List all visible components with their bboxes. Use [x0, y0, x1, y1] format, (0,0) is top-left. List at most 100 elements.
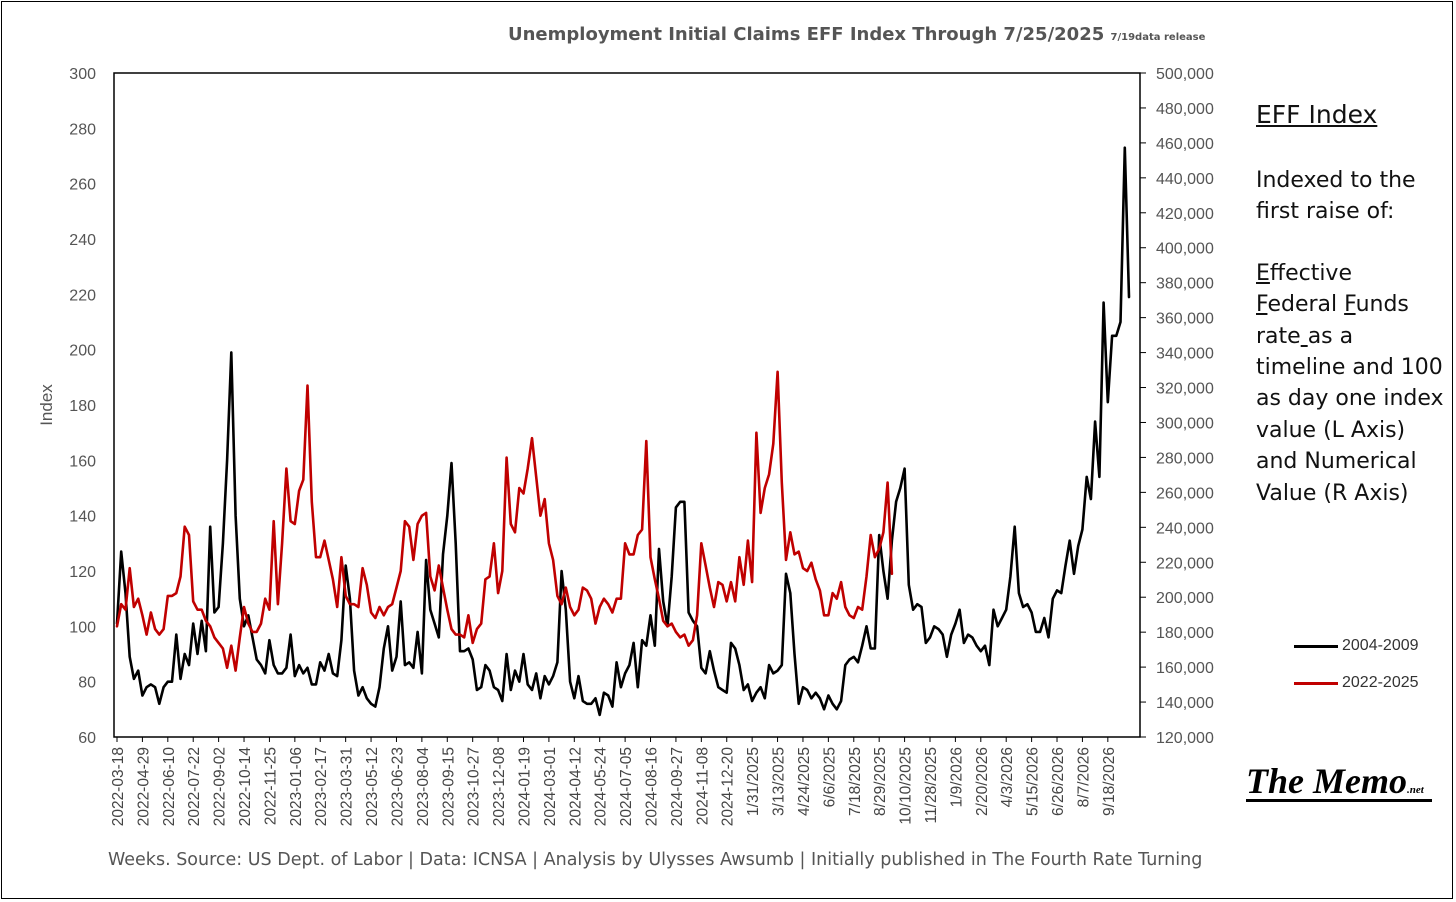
- x-tick-label: 11/28/2025: [923, 747, 940, 823]
- title-subtitle: 7/19data release: [1110, 32, 1206, 43]
- y-tick-label: 220: [69, 287, 96, 304]
- rate-underscore: [1301, 324, 1308, 349]
- x-tick-label: 6/6/2025: [821, 747, 838, 807]
- logo-suffix: .net: [1406, 784, 1424, 796]
- x-tick-label: 2023-05-12: [364, 747, 381, 826]
- x-tick-label: 2023-01-06: [288, 747, 305, 826]
- side-panel-definition: Effective Federal Funds rate as a timeline…: [1256, 258, 1446, 509]
- x-tick-label: 1/9/2026: [948, 747, 965, 807]
- series-layer: [115, 146, 1131, 717]
- x-tick-label: 9/18/2026: [1101, 747, 1118, 816]
- y2-tick-label: 120,000: [1156, 730, 1214, 747]
- y2-tick-label: 340,000: [1156, 346, 1214, 363]
- legend-label: 2022-2025: [1342, 674, 1419, 691]
- y2-tick-label: 300,000: [1156, 415, 1214, 432]
- legend: 2004-2009 2022-2025: [1294, 636, 1419, 710]
- y2-tick-label: 500,000: [1156, 66, 1214, 83]
- x-tick-label: 2024-05-24: [593, 747, 610, 827]
- x-tick-label: 2022-11-25: [262, 747, 279, 825]
- logo-main: The Memo: [1246, 761, 1407, 801]
- y-tick-label: 120: [69, 564, 96, 581]
- x-tick-label: 2024-01-19: [516, 747, 533, 826]
- y2-tick-label: 480,000: [1156, 101, 1214, 118]
- y-tick-label: 300: [69, 66, 96, 83]
- y2-tick-label: 200,000: [1156, 590, 1214, 607]
- acronym-f2: F: [1344, 292, 1356, 318]
- x-tick-label: 5/15/2026: [1025, 747, 1042, 816]
- y-tick-label: 280: [69, 121, 96, 138]
- y-tick-label: 160: [69, 453, 96, 470]
- x-tick-label: 2023-03-31: [339, 747, 356, 826]
- x-tick-label: 8/29/2025: [872, 747, 889, 816]
- acronym-f1: F: [1256, 292, 1268, 318]
- x-tick-label: 7/18/2025: [847, 747, 864, 816]
- title-text: Unemployment Initial Claims EFF Index Th…: [508, 24, 1105, 45]
- y2-tick-label: 400,000: [1156, 241, 1214, 258]
- y2-tick-label: 420,000: [1156, 206, 1214, 223]
- series-line-2022-2025: [115, 370, 894, 672]
- y2-tick-label: 160,000: [1156, 660, 1214, 677]
- legend-item-2004-2009: 2004-2009: [1294, 636, 1419, 656]
- x-tick-label: 3/13/2025: [771, 747, 788, 816]
- y2-tick-label: 220,000: [1156, 555, 1214, 572]
- x-tick-label: 2022-04-29: [135, 747, 152, 826]
- y-tick-label: 180: [69, 398, 96, 415]
- x-tick-label: 2024-03-01: [542, 747, 559, 826]
- x-tick-label: 10/10/2025: [898, 747, 915, 825]
- word-funds-rest: unds: [1355, 292, 1409, 318]
- y2-tick-label: 180,000: [1156, 625, 1214, 642]
- x-tick-label: 2024-08-16: [644, 747, 661, 826]
- axes-layer: 300 280 260 240 220 200 180 160 140 120 100 80 60 500…: [69, 66, 1214, 826]
- side-panel-explanation: as a timeline and 100 as day one index v…: [1256, 323, 1444, 506]
- x-tick-label: 2024-04-12: [567, 747, 584, 826]
- x-tick-label: 2024-07-05: [618, 747, 635, 826]
- x-tick-label: 6/26/2026: [1050, 747, 1067, 816]
- x-tick-label: 2023-09-15: [440, 747, 457, 826]
- x-tick-label: 2024-09-27: [669, 747, 686, 826]
- x-tick-label: 2022-06-10: [161, 747, 178, 827]
- legend-swatch-red: [1294, 681, 1338, 685]
- chart-footnote: Weeks. Source: US Dept. of Labor | Data:…: [108, 850, 1203, 870]
- x-tick-label: 2023-02-17: [313, 747, 330, 826]
- x-tick-label: 2023-06-23: [389, 747, 406, 826]
- y-tick-label: 200: [69, 343, 96, 360]
- x-tick-label: 2023-12-08: [491, 747, 508, 826]
- x-tick-label: 4/3/2026: [999, 747, 1016, 807]
- y2-tick-label: 380,000: [1156, 276, 1214, 293]
- y2-tick-label: 460,000: [1156, 136, 1214, 153]
- x-tick-label: 2023-10-27: [466, 747, 483, 826]
- word-rate: rate: [1256, 323, 1301, 349]
- y-tick-label: 140: [69, 509, 96, 526]
- y-tick-label: 100: [69, 619, 96, 636]
- legend-swatch-black: [1294, 644, 1338, 648]
- x-tick-label: 4/24/2025: [796, 747, 813, 816]
- y2-tick-label: 440,000: [1156, 171, 1214, 188]
- y2-tick-label: 320,000: [1156, 381, 1214, 398]
- x-tick-label: 2022-09-02: [212, 747, 229, 826]
- y-tick-label: 60: [78, 730, 96, 747]
- y2-tick-label: 280,000: [1156, 450, 1214, 467]
- y2-tick-label: 260,000: [1156, 485, 1214, 502]
- y2-tick-label: 240,000: [1156, 520, 1214, 537]
- x-tick-label: 2022-10-14: [237, 747, 254, 827]
- word-effective-rest: ffective: [1269, 260, 1352, 286]
- x-tick-label: 2024-12-20: [720, 747, 737, 827]
- y2-tick-label: 140,000: [1156, 695, 1214, 712]
- y-tick-label: 80: [78, 675, 96, 692]
- x-tick-label: 2024-11-08: [694, 747, 711, 825]
- the-memo-logo: The Memo.net: [1246, 760, 1424, 802]
- y-tick-label: 260: [69, 177, 96, 194]
- logo-underline: [1246, 799, 1432, 802]
- acronym-e: E: [1256, 260, 1270, 286]
- legend-label: 2004-2009: [1342, 637, 1419, 654]
- y-axis-title: Index: [37, 384, 56, 426]
- side-panel: EFF Index Indexed to the first raise of:…: [1256, 100, 1446, 539]
- y2-tick-label: 360,000: [1156, 311, 1214, 328]
- x-tick-label: 8/7/2026: [1075, 747, 1092, 807]
- word-federal-rest: ederal: [1267, 292, 1345, 318]
- chart-title: Unemployment Initial Claims EFF Index Th…: [508, 24, 1205, 45]
- x-tick-label: 2/20/2026: [974, 747, 991, 816]
- side-panel-heading: EFF Index: [1256, 100, 1378, 129]
